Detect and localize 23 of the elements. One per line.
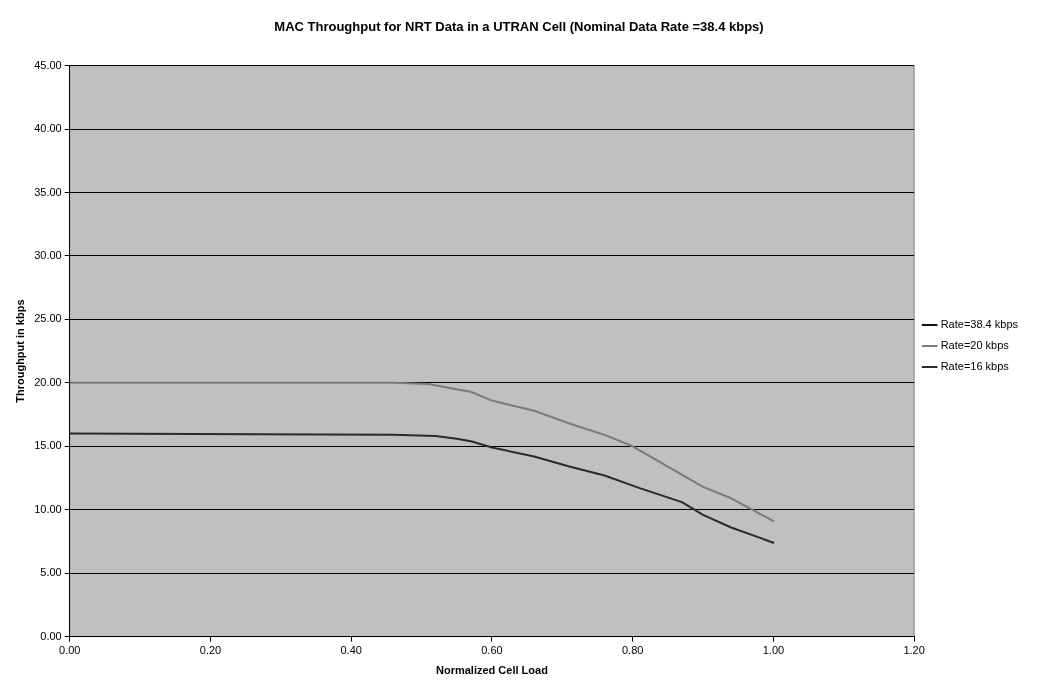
y-axis-title: Throughput in kbps [13, 299, 26, 403]
legend-label: Rate=16 kbps [940, 360, 1010, 373]
x-tick-label: 0.40 [340, 644, 362, 657]
y-tick-label: 5.00 [40, 566, 62, 579]
legend-label: Rate=20 kbps [940, 339, 1010, 352]
x-axis-title: Normalized Cell Load [436, 664, 548, 677]
y-tick-label: 25.00 [34, 312, 62, 325]
x-tick-label: 1.20 [903, 644, 925, 657]
y-tick-label: 10.00 [34, 502, 62, 515]
x-tick-label: 0.20 [199, 644, 222, 657]
y-tick-label: 45.00 [34, 58, 62, 71]
y-tick-label: 40.00 [34, 122, 62, 135]
y-tick-label: 30.00 [34, 248, 62, 261]
chart-title: MAC Throughput for NRT Data in a UTRAN Cell (Nominal Data Rate =38.4 kbps) [274, 19, 764, 35]
y-tick-label: 35.00 [34, 185, 62, 198]
x-tick-label: 1.00 [762, 644, 785, 657]
y-tick-label: 15.00 [34, 439, 62, 452]
legend-label: Rate=38.4 kbps [940, 318, 1019, 331]
y-tick-label: 20.00 [34, 375, 62, 388]
x-tick-label: 0.60 [481, 644, 503, 657]
x-tick-label: 0.00 [59, 644, 81, 657]
y-tick-label: 0.00 [40, 629, 62, 642]
x-tick-label: 0.80 [621, 644, 644, 657]
